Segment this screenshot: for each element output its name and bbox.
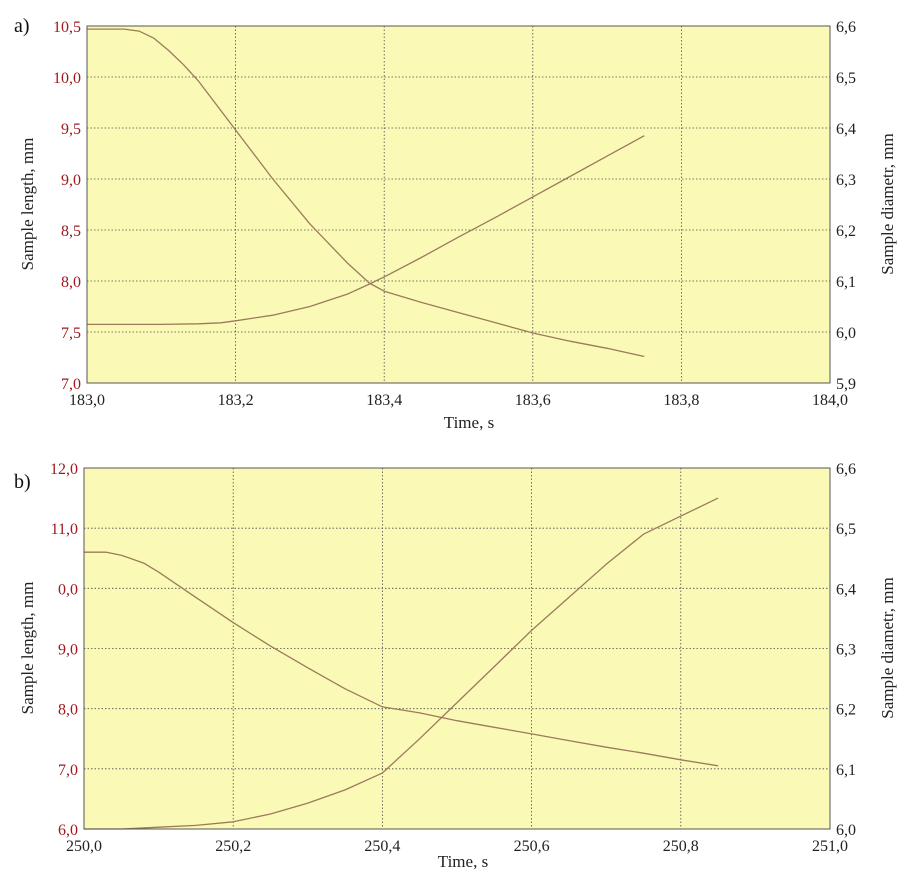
- diameter-curve-b: [84, 497, 719, 830]
- series-group-a: [87, 28, 645, 358]
- y-left-tick-label-a: 9,0: [61, 172, 81, 189]
- y-left-tick-label-a: 8,0: [61, 274, 81, 291]
- x-axis-label-a: Time, s: [444, 413, 494, 432]
- y-left-tick-label-a: 10,0: [53, 70, 81, 87]
- gridlines-b: [84, 468, 830, 829]
- tick-labels-a: 183,0 183,2 183,4 183,6 183,8 184,0 7,0 7,5 8,0 8…: [53, 19, 856, 409]
- tick-labels-b: 250,0 250,2 250,4 250,6 250,8 251,06,07,08,09…: [50, 461, 856, 855]
- y-left-tick-label-a: 9,5: [61, 121, 81, 138]
- y-axis-left-label-a: Sample length, mm: [18, 138, 37, 271]
- plot-area-a: [87, 26, 830, 383]
- y-right-tick-label-a: 6,6: [836, 19, 856, 36]
- y-left-tick-label-b: 11,0: [51, 521, 78, 538]
- x-axis-label-b: Time, s: [438, 852, 488, 871]
- x-tick-label-a: 183,0: [69, 392, 105, 409]
- panel-label-b: b): [14, 471, 31, 493]
- x-tick-label-a: 184,0: [812, 392, 848, 409]
- y-right-tick-label-a: 6,4: [836, 121, 856, 138]
- x-tick-label-b: 250,4: [364, 838, 400, 855]
- y-left-tick-label-a: 7,0: [61, 376, 81, 393]
- y-right-tick-label-a: 5,9: [836, 376, 856, 393]
- plot-area-b: [84, 468, 830, 829]
- y-right-tick-label-b: 6,1: [836, 762, 856, 779]
- panel-label-a: a): [14, 15, 30, 37]
- diameter-curve-a: [87, 135, 645, 326]
- x-tick-label-b: 250,0: [66, 838, 102, 855]
- y-right-tick-label-b: 6,3: [836, 642, 856, 659]
- x-tick-label-a: 183,8: [663, 392, 699, 409]
- y-axis-left-label-b: Sample length, mm: [18, 582, 37, 715]
- y-right-tick-label-b: 6,5: [836, 521, 856, 538]
- y-left-tick-label-b: 7,0: [58, 762, 78, 779]
- chart-panel-b: 250,0 250,2 250,4 250,6 250,8 251,06,07,08,09…: [14, 461, 897, 871]
- series-group-b: [84, 497, 719, 830]
- length-curve-a: [87, 28, 645, 358]
- y-right-tick-label-a: 6,2: [836, 223, 856, 240]
- y-left-tick-label-a: 8,5: [61, 223, 81, 240]
- y-left-tick-label-a: 7,5: [61, 325, 81, 342]
- gridlines-a: [87, 26, 830, 383]
- y-left-tick-label-b: 12,0: [50, 461, 78, 478]
- y-left-tick-label-b: 9,0: [58, 642, 78, 659]
- y-axis-right-label-b: Sample diametr, mm: [878, 577, 897, 718]
- y-right-tick-label-a: 6,0: [836, 325, 856, 342]
- y-right-tick-label-a: 6,5: [836, 70, 856, 87]
- plot-frame-b: [83, 467, 831, 830]
- plot-frame-a: [86, 25, 831, 384]
- y-left-tick-label-b: 8,0: [58, 702, 78, 719]
- x-tick-label-b: 251,0: [812, 838, 848, 855]
- y-left-tick-label-b: 0,0: [58, 581, 78, 598]
- x-tick-label-b: 250,6: [514, 838, 550, 855]
- y-left-tick-label-a: 10,5: [53, 19, 81, 36]
- y-left-tick-label-b: 6,0: [58, 822, 78, 839]
- x-tick-label-b: 250,2: [215, 838, 251, 855]
- y-right-tick-label-b: 6,6: [836, 461, 856, 478]
- y-right-tick-label-b: 6,2: [836, 702, 856, 719]
- y-right-tick-label-a: 6,1: [836, 274, 856, 291]
- x-tick-label-a: 183,2: [218, 392, 254, 409]
- y-axis-right-label-a: Sample diametr, mm: [878, 133, 897, 274]
- x-tick-label-b: 250,8: [663, 838, 699, 855]
- x-tick-label-a: 183,4: [366, 392, 402, 409]
- y-right-tick-label-b: 6,0: [836, 822, 856, 839]
- y-right-tick-label-a: 6,3: [836, 172, 856, 189]
- y-right-tick-label-b: 6,4: [836, 581, 856, 598]
- length-curve-b: [84, 551, 719, 767]
- x-tick-label-a: 183,6: [515, 392, 551, 409]
- chart-panel-a: 183,0 183,2 183,4 183,6 183,8 184,0 7,0 7,5 8,0 8…: [14, 15, 897, 432]
